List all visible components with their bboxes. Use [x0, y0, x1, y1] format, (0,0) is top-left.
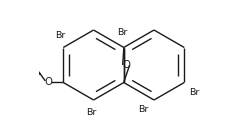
Text: Br: Br — [117, 28, 127, 37]
Text: Br: Br — [139, 105, 149, 114]
Text: Br: Br — [86, 108, 96, 117]
Text: Br: Br — [55, 31, 66, 40]
Text: O: O — [44, 77, 52, 87]
Text: Br: Br — [189, 88, 200, 97]
Text: O: O — [122, 60, 130, 70]
